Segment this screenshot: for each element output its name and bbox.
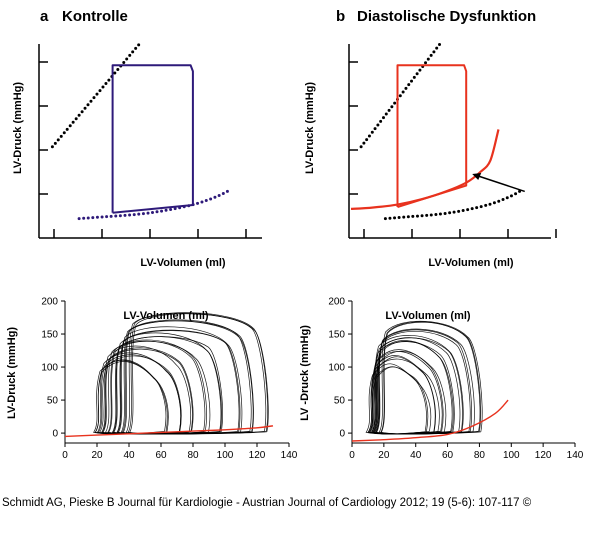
panel-b-annotation-arrowhead [472,172,482,180]
panel-d-pv-loop-trace [371,356,436,435]
panel-a-espvr-line [50,42,141,149]
panel-d-y-tick-label: 100 [328,363,345,374]
citation-text: Schmidt AG, Pieske B Journal für Kardiol… [2,497,532,509]
panel-c-pv-loop-trace [107,339,207,435]
panel-d-xlabel: LV-Volumen (ml) [385,310,470,322]
panel-a-ylabel: LV-Druck (mmHg) [12,82,24,174]
panel-c-x-tick-label: 140 [281,450,298,461]
panel-d-pv-loop-trace [371,335,464,435]
panel-d-x-tick-label: 120 [535,450,552,461]
panel-c-pv-loop-trace [113,332,222,435]
panel-d-x-tick-label: 60 [442,450,454,461]
panel-b-letter: b [336,8,345,25]
panel-b-pv-loop-line [396,64,468,208]
panel-b-edpvr-kontrolle-line [383,188,525,221]
panel-d-x-tick-label: 40 [410,450,422,461]
panel-c-x-tick-label: 40 [123,450,135,461]
panel-d-y-tick-label: 200 [328,297,345,308]
panel-c-y-tick-label: 200 [41,297,58,308]
panel-b-xlabel: LV-Volumen (ml) [428,257,513,269]
panel-b-edpvr-dysfunktion-line [350,129,500,210]
panel-c-y-tick-label: 50 [47,396,59,407]
panel-d-x-tick-label: 0 [349,450,355,461]
panel-d-x-tick-label: 140 [567,450,584,461]
panel-c-x-tick-label: 60 [155,450,167,461]
panel-d-y-tick-label: 50 [334,396,346,407]
panel-d-x-tick-label: 20 [378,450,390,461]
panel-c-y-tick-label: 150 [41,330,58,341]
panel-d-pv-loop-trace [380,321,481,435]
panel-d-x-tick-label: 80 [474,450,486,461]
panel-b-ylabel: LV-Druck (mmHg) [304,82,316,174]
panel-c-edpvr-line [64,425,274,438]
panel-a-title: Kontrolle [62,8,128,25]
panel-d-pv-loop-trace [368,351,443,435]
panel-c-x-tick-label: 20 [91,450,103,461]
panel-c-x-tick-label: 100 [217,450,234,461]
panel-d-x-tick-label: 100 [503,450,520,461]
panel-d-pv-loop-trace [374,340,454,435]
panel-c-x-tick-label: 120 [249,450,266,461]
panel-c-y-tick-label: 100 [41,363,58,374]
panel-d-edpvr-line [351,399,509,442]
panel-d-y-tick-label: 0 [339,429,345,440]
panel-c-y-tick-label: 0 [52,429,58,440]
panel-b-espvr-line [359,42,442,149]
panel-d-y-tick-label: 150 [328,330,345,341]
panel-b-title: Diastolische Dysfunktion [357,8,536,25]
panel-d-pv-loop-trace [375,330,471,435]
panel-a-edpvr-line [77,188,233,221]
panel-b-annotation-arrow-line [477,175,525,193]
panel-c-x-tick-label: 80 [187,450,199,461]
panel-d-pv-loop-trace [365,363,427,435]
panel-c-x-tick-label: 0 [62,450,68,461]
panel-a-xlabel: LV-Volumen (ml) [140,257,225,269]
panel-d-ylabel: LV -Druck (mmHg) [299,325,311,421]
panel-c-ylabel: LV-Druck (mmHg) [6,327,18,419]
panel-a-letter: a [40,8,49,25]
panel-c-pv-loop-trace [117,326,243,435]
panel-a-pv-loop-line [111,64,194,214]
